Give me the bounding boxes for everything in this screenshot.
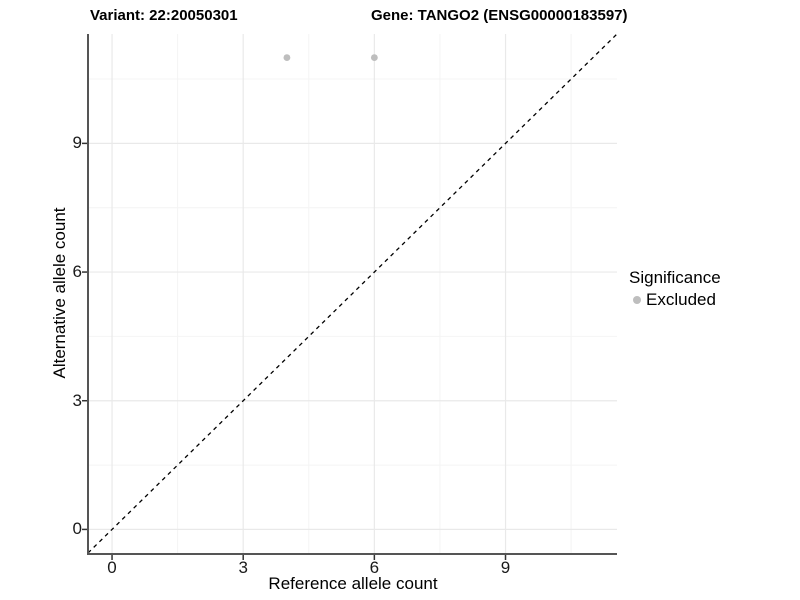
legend: Significance Excluded — [629, 268, 721, 310]
x-tick-label: 6 — [369, 558, 380, 577]
x-tick-label: 0 — [107, 558, 117, 577]
identity-line — [87, 33, 618, 554]
y-tick-label: 9 — [72, 133, 82, 153]
variant-title: Variant: 22:20050301 — [90, 7, 238, 24]
data-point — [283, 54, 291, 61]
gene-title: Gene: TANGO2 (ENSG00000183597) — [371, 7, 628, 24]
y-axis-title: Alternative allele count — [50, 207, 69, 379]
excluded-point-icon — [633, 296, 641, 304]
data-point — [370, 54, 378, 61]
y-tick-label: 0 — [72, 519, 82, 539]
x-tick-label: 3 — [238, 558, 248, 577]
legend-item-excluded: Excluded — [629, 290, 721, 310]
x-axis-title: Reference allele count — [268, 574, 438, 593]
y-tick-label: 6 — [72, 262, 82, 282]
legend-item-label: Excluded — [646, 290, 716, 309]
y-tick-label: 3 — [72, 390, 82, 410]
x-tick-label: 9 — [500, 558, 511, 577]
legend-title: Significance — [629, 268, 721, 287]
